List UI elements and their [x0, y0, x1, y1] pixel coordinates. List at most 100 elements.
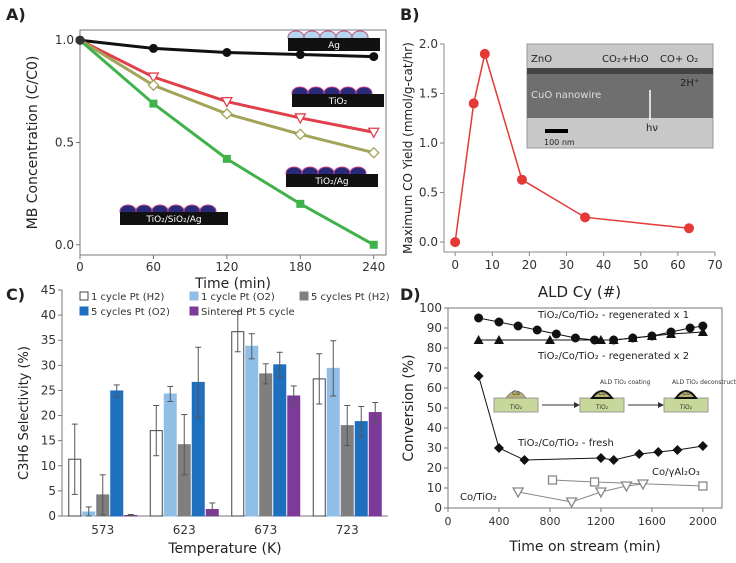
y-tick-label: 10: [427, 481, 442, 495]
legend-swatch: [299, 291, 309, 301]
data-point: [147, 79, 160, 92]
series-line: [454, 50, 690, 243]
series-label: Co/γAl₂O₃: [652, 467, 700, 478]
data-point: [369, 240, 378, 249]
data-point: [367, 146, 380, 159]
series-label: TiO₂/Co/TiO₂ - regenerated x 2: [537, 351, 689, 362]
x-tick-label: 0: [445, 515, 452, 528]
bar: [245, 345, 259, 517]
data-point: [222, 48, 232, 57]
y-axis-title: MB Concentration (C/C0): [25, 56, 41, 230]
panel-label: C): [6, 285, 25, 304]
y-tick-label: 50: [427, 401, 442, 415]
scheme-label: TiO₂: [679, 404, 693, 411]
y-tick-label: 30: [427, 441, 442, 455]
inset-schematic: TiO₂/Ag: [285, 166, 378, 187]
series-TiO2/Co/TiO2 - regenerated x 2: [473, 327, 708, 344]
label-bar: [292, 94, 384, 107]
data-point: [608, 335, 619, 344]
x-axis-title: Time (min): [194, 276, 271, 292]
y-tick-label: 100: [419, 301, 442, 315]
panel-a: A) 0.0 0.5 1.0 0 60 120 180 240 Time (min) MB Conc…: [6, 5, 387, 292]
data-point: [698, 481, 708, 491]
x-tick-label: 60: [670, 258, 685, 272]
legend-swatch: [79, 306, 89, 316]
x-tick-label: 400: [488, 515, 509, 528]
data-point: [697, 441, 708, 451]
panel-c: C) 0 5 10 15 20 25 30 35 40 45 Temperature (K) C3H6 …: [6, 283, 390, 557]
data-point: [450, 237, 461, 248]
y-tick-label: 25: [41, 383, 56, 397]
x-axis-title: Temperature (K): [167, 541, 281, 557]
data-point: [565, 497, 578, 509]
label-bar: [288, 38, 380, 51]
data-point: [594, 487, 608, 499]
y-tick-label: 80: [427, 341, 442, 355]
data-point: [222, 154, 231, 163]
panel-d: D) 0 10 20 30 40 50 60 70 80 90 100 0 400 800 1200 1600 2…: [400, 285, 736, 555]
data-point: [494, 317, 504, 327]
x-tick-label: 673: [254, 523, 277, 537]
y-tick-label: 40: [41, 308, 56, 322]
data-point: [513, 321, 523, 331]
inset-schematic: TiO₂/SiO₂/Ag: [119, 204, 228, 225]
data-point: [493, 335, 504, 344]
data-point: [608, 455, 619, 465]
data-point: [636, 479, 650, 491]
legend-label: 5 cycles Pt (O2): [91, 307, 170, 318]
scheme-label: Co: [598, 390, 606, 397]
x-tick-label: 573: [91, 523, 114, 537]
data-point: [147, 72, 160, 84]
y-tick-label: 10: [41, 459, 56, 473]
data-point: [570, 333, 580, 343]
bar: [368, 412, 382, 517]
data-point: [532, 325, 542, 335]
y-tick-label: 20: [41, 409, 56, 423]
data-point: [148, 43, 158, 53]
series-label: Co/TiO₂: [460, 492, 497, 503]
tem-inset: ZnO CO₂+H₂O CO+ O₂ 2H⁺ CuO nanowire hν 100 nm: [526, 43, 714, 149]
bar: [231, 331, 245, 517]
x-axis-title: ALD Cy (#): [538, 283, 621, 301]
inset-label: TiO₂: [328, 97, 348, 107]
y-tick-label: 0.0: [419, 235, 438, 249]
inset-label: TiO₂/Ag: [314, 177, 348, 187]
data-point: [75, 35, 85, 45]
data-point: [685, 323, 695, 333]
scheme-label: TiO₂: [509, 404, 523, 411]
x-tick-label: 30: [559, 258, 574, 272]
y-axis-title: Conversion (%): [401, 354, 417, 461]
data-point: [294, 128, 307, 141]
data-point: [479, 48, 490, 59]
y-tick-label: 0.0: [55, 238, 74, 252]
series-TiO2/Ag: [75, 35, 380, 159]
y-tick-label: 1.0: [419, 136, 438, 150]
series-label: TiO₂/Co/TiO₂ - fresh: [517, 438, 614, 449]
y-tick-label: 35: [41, 333, 56, 347]
panel-label: B): [400, 5, 420, 24]
y-tick-label: 1.0: [55, 33, 74, 47]
particle: [505, 390, 527, 399]
data-point: [595, 335, 606, 344]
scheme-label: Co: [682, 390, 690, 397]
particle: [590, 390, 614, 399]
x-tick-label: 1200: [587, 515, 615, 528]
inset-label: 2H⁺: [680, 78, 699, 89]
data-point: [544, 335, 555, 344]
data-point: [473, 371, 484, 381]
label-bar: [286, 174, 378, 187]
data-point: [296, 199, 305, 208]
inset-label: CO₂+H₂O: [602, 54, 649, 65]
data-point: [149, 99, 158, 108]
y-tick-label: 5: [48, 484, 56, 498]
x-tick-label: 70: [707, 258, 722, 272]
data-point: [653, 447, 664, 457]
panel-b: B) 0.0 0.5 1.0 1.5 2.0 0 10 20 30 40 50 60 70 ALD Cy (…: [400, 5, 723, 301]
scheme-label: ALD TiO₂ coating: [600, 379, 651, 386]
data-point: [220, 107, 233, 120]
data-point: [666, 329, 677, 338]
x-tick-label: 623: [173, 523, 196, 537]
x-tick-label: 50: [633, 258, 648, 272]
series-TiO2/Co/TiO2 - fresh: [473, 371, 708, 465]
y-tick-label: 45: [41, 283, 56, 297]
